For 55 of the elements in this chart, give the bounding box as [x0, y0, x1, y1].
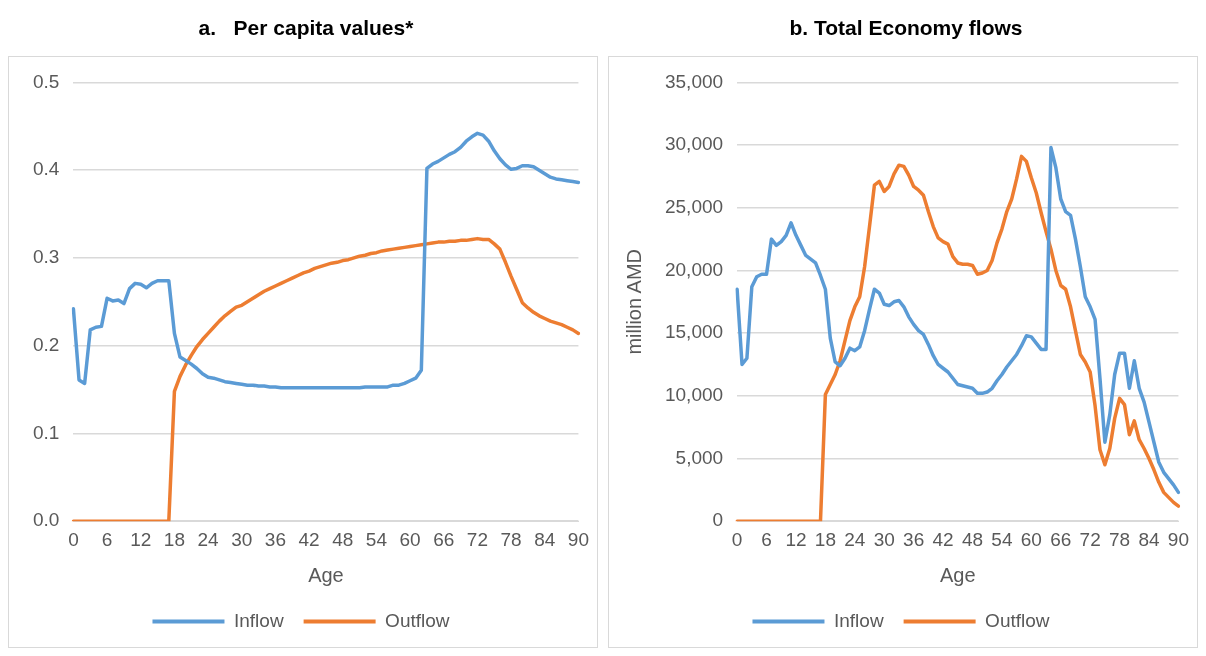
x-tick-label: 78	[500, 528, 522, 550]
x-tick-label: 12	[785, 528, 807, 550]
x-tick-label: 18	[814, 528, 836, 550]
x-tick-label: 0	[731, 528, 743, 550]
x-tick-label: 72	[1079, 528, 1101, 550]
x-tick-label: 42	[298, 528, 320, 550]
y-tick-label: 0.2	[32, 333, 60, 355]
y-tick-label: 0	[712, 509, 724, 531]
x-tick-label: 24	[844, 528, 866, 550]
chart-title: b. Total Economy flows	[788, 15, 1024, 41]
x-tick-label: 60	[399, 528, 421, 550]
x-tick-label: 48	[961, 528, 984, 550]
x-tick-label: 36	[264, 528, 286, 550]
legend-label: Outflow	[985, 609, 1050, 631]
x-tick-label: 72	[466, 528, 488, 550]
y-tick-label: 0.1	[32, 421, 60, 443]
x-axis-title: Age	[939, 563, 976, 586]
x-tick-label: 84	[534, 528, 556, 550]
y-tick-label: 10,000	[664, 384, 724, 406]
y-tick-label: 0.0	[32, 509, 60, 531]
y-tick-label: 15,000	[664, 321, 724, 343]
x-tick-label: 30	[873, 528, 895, 550]
x-tick-label: 48	[332, 528, 354, 550]
chart-title: a. Per capita values*	[197, 15, 415, 41]
y-tick-label: 35,000	[664, 70, 724, 92]
y-tick-label: 0.5	[32, 70, 60, 92]
x-tick-label: 6	[101, 528, 113, 550]
x-tick-label: 84	[1138, 528, 1161, 550]
legend-label: Inflow	[833, 609, 884, 631]
x-axis-title: Age	[308, 563, 344, 586]
x-tick-label: 90	[1167, 528, 1189, 550]
x-tick-label: 54	[991, 528, 1013, 550]
x-tick-label: 36	[903, 528, 925, 550]
x-tick-label: 18	[163, 528, 185, 550]
y-tick-label: 25,000	[664, 196, 724, 218]
x-tick-label: 42	[932, 528, 954, 550]
y-tick-label: 30,000	[664, 133, 724, 155]
x-tick-label: 0	[68, 528, 79, 550]
y-tick-label: 20,000	[664, 258, 724, 280]
x-tick-label: 60	[1020, 528, 1042, 550]
x-tick-label: 24	[197, 528, 220, 550]
y-tick-label: 0.3	[32, 246, 60, 268]
x-tick-label: 90	[567, 528, 589, 550]
x-tick-label: 66	[433, 528, 455, 550]
legend-label: Outflow	[385, 609, 450, 631]
y-tick-label: 5,000	[675, 446, 724, 468]
y-tick-label: 0.4	[32, 158, 60, 180]
x-tick-label: 6	[761, 528, 772, 550]
x-tick-label: 66	[1050, 528, 1072, 550]
x-tick-label: 12	[130, 528, 152, 550]
x-tick-label: 78	[1109, 528, 1131, 550]
x-tick-label: 54	[365, 528, 388, 550]
legend-label: Inflow	[233, 609, 284, 631]
y-axis-title: million AMD	[622, 249, 645, 355]
x-tick-label: 30	[231, 528, 253, 550]
